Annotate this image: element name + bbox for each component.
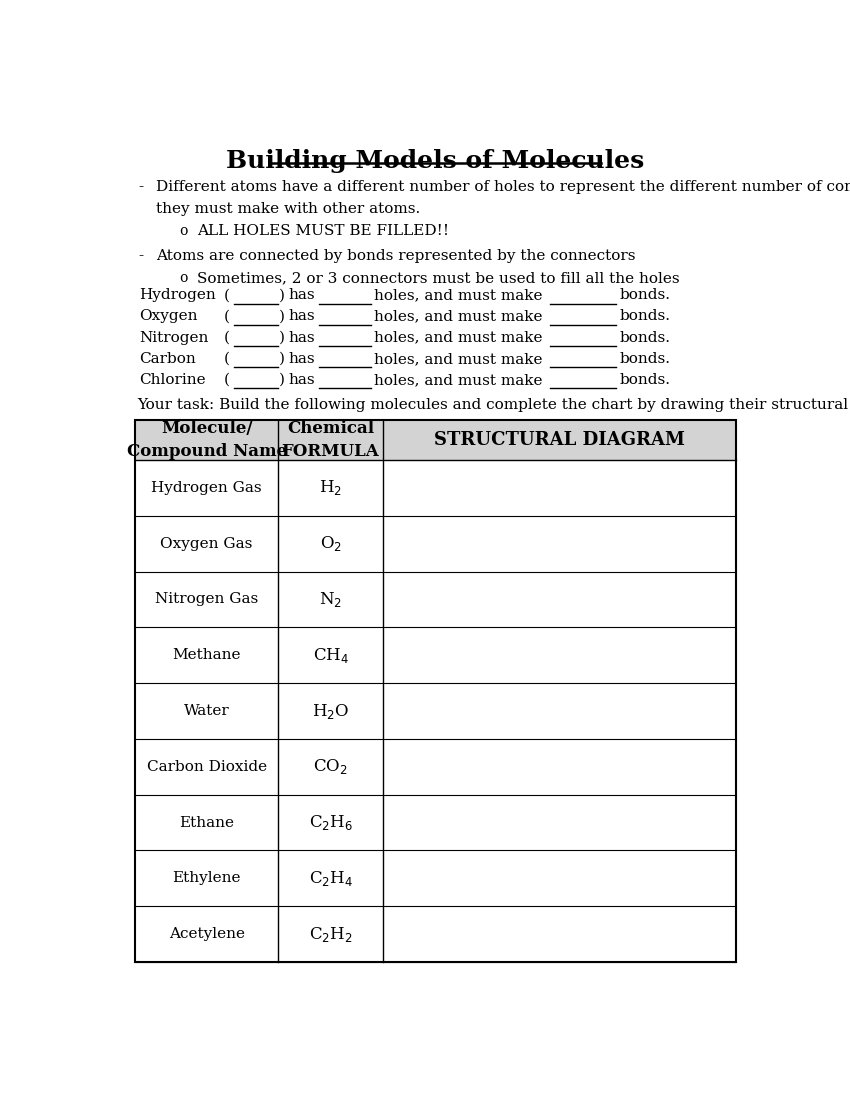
- Text: Atoms are connected by bonds represented by the connectors: Atoms are connected by bonds represented…: [156, 249, 635, 263]
- Text: Nitrogen: Nitrogen: [139, 331, 208, 344]
- Text: holes, and must make: holes, and must make: [374, 309, 543, 323]
- Text: Sometimes, 2 or 3 connectors must be used to fill all the holes: Sometimes, 2 or 3 connectors must be use…: [197, 271, 679, 285]
- Text: they must make with other atoms.: they must make with other atoms.: [156, 201, 420, 216]
- Text: (: (: [224, 373, 230, 387]
- Text: holes, and must make: holes, and must make: [374, 373, 543, 387]
- Text: has: has: [288, 352, 314, 366]
- Text: Ethylene: Ethylene: [173, 871, 241, 886]
- Text: o: o: [179, 271, 188, 285]
- Text: Hydrogen: Hydrogen: [139, 288, 216, 302]
- Text: has: has: [288, 309, 314, 323]
- Text: Water: Water: [184, 704, 230, 718]
- Text: holes, and must make: holes, and must make: [374, 352, 543, 366]
- Text: ALL HOLES MUST BE FILLED!!: ALL HOLES MUST BE FILLED!!: [197, 223, 449, 238]
- Text: o: o: [179, 223, 188, 238]
- Text: Building Models of Molecules: Building Models of Molecules: [226, 148, 645, 173]
- Text: (: (: [224, 309, 230, 323]
- Text: ): ): [279, 309, 285, 323]
- Text: ): ): [279, 373, 285, 387]
- Text: Different atoms have a different number of holes to represent the different numb: Different atoms have a different number …: [156, 179, 850, 194]
- Text: ): ): [279, 331, 285, 344]
- Text: Hydrogen Gas: Hydrogen Gas: [151, 481, 262, 495]
- Text: Ethane: Ethane: [179, 815, 234, 829]
- Text: C$_{2}$H$_{6}$: C$_{2}$H$_{6}$: [309, 813, 353, 832]
- Text: CH$_{4}$: CH$_{4}$: [313, 646, 348, 664]
- Text: H$_{2}$O: H$_{2}$O: [312, 702, 349, 721]
- Text: STRUCTURAL DIAGRAM: STRUCTURAL DIAGRAM: [434, 431, 685, 449]
- Text: holes, and must make: holes, and must make: [374, 288, 543, 302]
- Text: has: has: [288, 373, 314, 387]
- Text: (: (: [224, 352, 230, 366]
- Text: C$_{2}$H$_{2}$: C$_{2}$H$_{2}$: [309, 925, 353, 944]
- Text: Chlorine: Chlorine: [139, 373, 206, 387]
- Text: bonds.: bonds.: [620, 352, 671, 366]
- Text: ): ): [279, 288, 285, 302]
- Text: Methane: Methane: [173, 648, 241, 662]
- Text: bonds.: bonds.: [620, 373, 671, 387]
- Text: O$_{2}$: O$_{2}$: [320, 535, 342, 553]
- Text: N$_{2}$: N$_{2}$: [319, 590, 342, 609]
- Text: -: -: [139, 179, 144, 194]
- Text: holes, and must make: holes, and must make: [374, 331, 543, 344]
- Text: Carbon: Carbon: [139, 352, 196, 366]
- Text: (: (: [224, 331, 230, 344]
- Text: (: (: [224, 288, 230, 302]
- Text: -: -: [139, 249, 144, 263]
- FancyBboxPatch shape: [135, 420, 736, 460]
- Text: ): ): [279, 352, 285, 366]
- Text: C$_{2}$H$_{4}$: C$_{2}$H$_{4}$: [309, 869, 353, 888]
- Text: has: has: [288, 288, 314, 302]
- Text: H$_{2}$: H$_{2}$: [319, 478, 342, 497]
- Text: Your task: Build the following molecules and complete the chart by drawing their: Your task: Build the following molecules…: [137, 398, 850, 412]
- Text: Acetylene: Acetylene: [168, 927, 245, 942]
- Text: Oxygen Gas: Oxygen Gas: [161, 537, 252, 551]
- Text: bonds.: bonds.: [620, 309, 671, 323]
- Text: Molecule/
Compound Name: Molecule/ Compound Name: [127, 420, 286, 460]
- Text: CO$_{2}$: CO$_{2}$: [314, 757, 348, 777]
- Text: bonds.: bonds.: [620, 288, 671, 302]
- Text: Nitrogen Gas: Nitrogen Gas: [155, 593, 258, 606]
- Text: Chemical
FORMULA: Chemical FORMULA: [281, 420, 379, 460]
- Text: has: has: [288, 331, 314, 344]
- Text: Oxygen: Oxygen: [139, 309, 197, 323]
- Text: bonds.: bonds.: [620, 331, 671, 344]
- Text: Carbon Dioxide: Carbon Dioxide: [146, 760, 267, 773]
